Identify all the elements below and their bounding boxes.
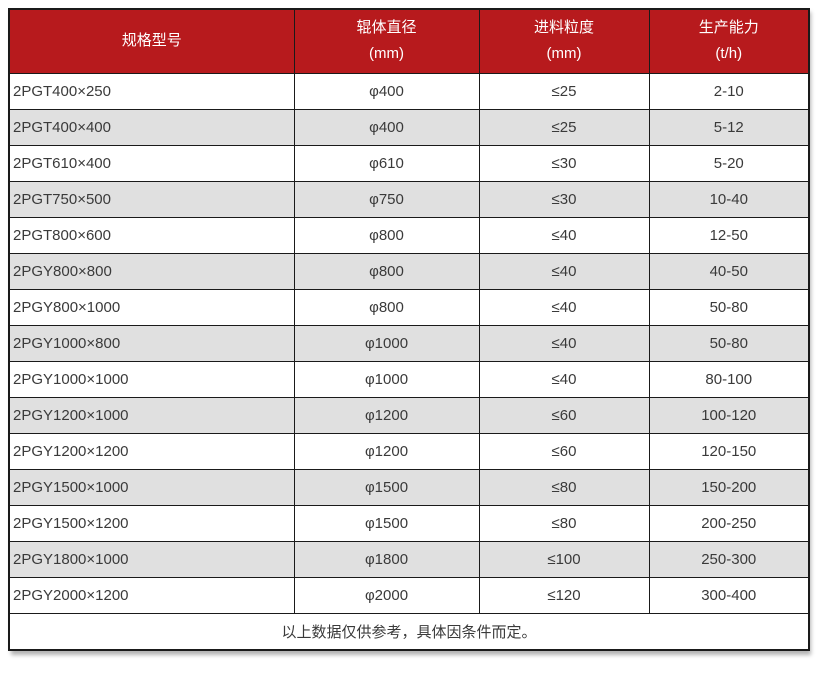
diameter-cell: φ1500 <box>293 504 480 542</box>
feed-size-cell: ≤40 <box>478 288 650 326</box>
diameter-cell: φ1200 <box>293 432 480 470</box>
capacity-cell: 250-300 <box>648 540 810 578</box>
model-cell: 2PGY2000×1200 <box>8 576 295 614</box>
feed-size-cell: ≤25 <box>478 72 650 110</box>
feed-size-cell: ≤80 <box>478 504 650 542</box>
diameter-cell: φ400 <box>293 72 480 110</box>
table-row: 2PGY800×1000 φ800 ≤40 50-80 <box>8 288 810 326</box>
table-row: 2PGT400×250 φ400 ≤25 2-10 <box>8 72 810 110</box>
diameter-cell: φ610 <box>293 144 480 182</box>
column-header-capacity: 生产能力 (t/h) <box>648 8 810 74</box>
capacity-cell: 5-20 <box>648 144 810 182</box>
capacity-cell: 200-250 <box>648 504 810 542</box>
table-row: 2PGT800×600 φ800 ≤40 12-50 <box>8 216 810 254</box>
feed-size-cell: ≤40 <box>478 216 650 254</box>
capacity-cell: 2-10 <box>648 72 810 110</box>
diameter-cell: φ2000 <box>293 576 480 614</box>
table-row: 2PGY1000×800 φ1000 ≤40 50-80 <box>8 324 810 362</box>
footer-note: 以上数据仅供参考，具体因条件而定。 <box>8 612 810 651</box>
model-cell: 2PGT750×500 <box>8 180 295 218</box>
column-header-roller-diameter-label: 辊体直径 <box>356 19 417 36</box>
table-header: 规格型号 辊体直径 (mm) 进料粒度 (mm) 生产能力 (t/h) <box>8 8 810 74</box>
table-body: 2PGT400×250 φ400 ≤25 2-10 2PGT400×400 φ400 ≤25… <box>8 72 810 614</box>
capacity-cell: 80-100 <box>648 360 810 398</box>
column-header-feed-size-label: 进料粒度 <box>533 19 594 36</box>
diameter-cell: φ1200 <box>293 396 480 434</box>
capacity-cell: 5-12 <box>648 108 810 146</box>
diameter-cell: φ800 <box>293 252 480 290</box>
model-cell: 2PGY1800×1000 <box>8 540 295 578</box>
spec-table: 规格型号 辊体直径 (mm) 进料粒度 (mm) 生产能力 (t/h) 2PGT… <box>8 8 810 651</box>
diameter-cell: φ1800 <box>293 540 480 578</box>
model-cell: 2PGT400×250 <box>8 72 295 110</box>
feed-size-cell: ≤40 <box>478 360 650 398</box>
feed-size-cell: ≤60 <box>478 396 650 434</box>
capacity-cell: 100-120 <box>648 396 810 434</box>
feed-size-cell: ≤30 <box>478 180 650 218</box>
capacity-cell: 150-200 <box>648 468 810 506</box>
column-header-model-label: 规格型号 <box>121 32 182 50</box>
model-cell: 2PGY800×1000 <box>8 288 295 326</box>
table-row: 2PGY1800×1000 φ1800 ≤100 250-300 <box>8 540 810 578</box>
column-header-roller-diameter-unit: (mm) <box>369 45 404 63</box>
table-row: 2PGY1500×1000 φ1500 ≤80 150-200 <box>8 468 810 506</box>
table-row: 2PGY2000×1200 φ2000 ≤120 300-400 <box>8 576 810 614</box>
model-cell: 2PGY1000×1000 <box>8 360 295 398</box>
diameter-cell: φ400 <box>293 108 480 146</box>
model-cell: 2PGY1000×800 <box>8 324 295 362</box>
model-cell: 2PGY1500×1200 <box>8 504 295 542</box>
model-cell: 2PGT800×600 <box>8 216 295 254</box>
model-cell: 2PGY800×800 <box>8 252 295 290</box>
model-cell: 2PGT400×400 <box>8 108 295 146</box>
column-header-capacity-unit: (t/h) <box>715 45 743 63</box>
feed-size-cell: ≤30 <box>478 144 650 182</box>
table-row: 2PGY1000×1000 φ1000 ≤40 80-100 <box>8 360 810 398</box>
header-row: 规格型号 辊体直径 (mm) 进料粒度 (mm) 生产能力 (t/h) <box>8 8 810 74</box>
capacity-cell: 50-80 <box>648 288 810 326</box>
feed-size-cell: ≤120 <box>478 576 650 614</box>
column-header-model: 规格型号 <box>8 8 295 74</box>
diameter-cell: φ750 <box>293 180 480 218</box>
feed-size-cell: ≤100 <box>478 540 650 578</box>
capacity-cell: 50-80 <box>648 324 810 362</box>
table-footer: 以上数据仅供参考，具体因条件而定。 <box>8 612 810 651</box>
diameter-cell: φ1500 <box>293 468 480 506</box>
diameter-cell: φ800 <box>293 216 480 254</box>
feed-size-cell: ≤60 <box>478 432 650 470</box>
feed-size-cell: ≤80 <box>478 468 650 506</box>
model-cell: 2PGY1200×1200 <box>8 432 295 470</box>
table-row: 2PGT750×500 φ750 ≤30 10-40 <box>8 180 810 218</box>
model-cell: 2PGY1200×1000 <box>8 396 295 434</box>
footer-row: 以上数据仅供参考，具体因条件而定。 <box>8 612 810 651</box>
table-row: 2PGY1200×1000 φ1200 ≤60 100-120 <box>8 396 810 434</box>
table-row: 2PGY1200×1200 φ1200 ≤60 120-150 <box>8 432 810 470</box>
feed-size-cell: ≤40 <box>478 252 650 290</box>
capacity-cell: 10-40 <box>648 180 810 218</box>
capacity-cell: 40-50 <box>648 252 810 290</box>
diameter-cell: φ800 <box>293 288 480 326</box>
column-header-feed-size: 进料粒度 (mm) <box>478 8 650 74</box>
table-row: 2PGT610×400 φ610 ≤30 5-20 <box>8 144 810 182</box>
column-header-roller-diameter: 辊体直径 (mm) <box>293 8 480 74</box>
capacity-cell: 120-150 <box>648 432 810 470</box>
spec-table-container: 规格型号 辊体直径 (mm) 进料粒度 (mm) 生产能力 (t/h) 2PGT… <box>8 8 810 651</box>
capacity-cell: 300-400 <box>648 576 810 614</box>
diameter-cell: φ1000 <box>293 324 480 362</box>
feed-size-cell: ≤25 <box>478 108 650 146</box>
model-cell: 2PGY1500×1000 <box>8 468 295 506</box>
feed-size-cell: ≤40 <box>478 324 650 362</box>
model-cell: 2PGT610×400 <box>8 144 295 182</box>
diameter-cell: φ1000 <box>293 360 480 398</box>
column-header-capacity-label: 生产能力 <box>698 19 759 36</box>
table-row: 2PGT400×400 φ400 ≤25 5-12 <box>8 108 810 146</box>
column-header-feed-size-unit: (mm) <box>546 45 582 63</box>
table-row: 2PGY1500×1200 φ1500 ≤80 200-250 <box>8 504 810 542</box>
table-row: 2PGY800×800 φ800 ≤40 40-50 <box>8 252 810 290</box>
capacity-cell: 12-50 <box>648 216 810 254</box>
